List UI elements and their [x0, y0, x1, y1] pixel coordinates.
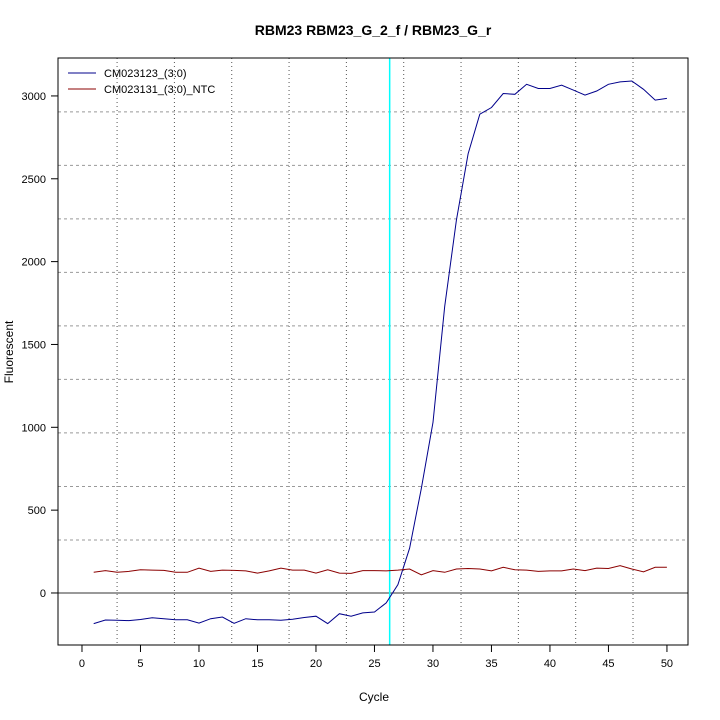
x-tick-label: 5: [137, 658, 143, 670]
y-tick-label: 1500: [22, 339, 46, 351]
x-tick-label: 20: [310, 658, 322, 670]
chart-title: RBM23 RBM23_G_2_f / RBM23_G_r: [255, 22, 492, 38]
x-tick-label: 15: [251, 658, 263, 670]
plot-frame: [57, 57, 689, 646]
x-tick-label: 25: [368, 658, 380, 670]
plot-marks: [58, 58, 688, 645]
x-tick-label: 30: [427, 658, 439, 670]
x-tick-label: 35: [485, 658, 497, 670]
y-axis-label: Fluorescent: [2, 320, 16, 383]
legend-label-1: CM023131_(3:0)_NTC: [104, 84, 215, 96]
x-tick-label: 40: [544, 658, 556, 670]
x-tick-label: 50: [661, 658, 673, 670]
x-tick-label: 45: [602, 658, 614, 670]
x-tick-label: 0: [79, 658, 85, 670]
y-tick-label: 1000: [22, 422, 46, 434]
y-tick-label: 500: [28, 505, 46, 517]
y-tick-label: 0: [40, 588, 46, 600]
x-axis-label: Cycle: [359, 690, 389, 704]
y-tick-label: 2000: [22, 257, 46, 269]
y-tick-label: 2500: [22, 174, 46, 186]
axes: 0 5 10 15 20 25 30 35 40 45 5005001000150020002500…: [22, 91, 674, 670]
series-line-0: [93, 80, 667, 625]
legend: CM023123_(3:0) CM023131_(3:0)_NTC: [68, 68, 215, 96]
x-tick-label: 10: [193, 658, 205, 670]
series-line-1: [93, 565, 667, 576]
legend-label-0: CM023123_(3:0): [104, 68, 187, 80]
grid: [58, 58, 688, 645]
y-tick-label: 3000: [22, 91, 46, 103]
